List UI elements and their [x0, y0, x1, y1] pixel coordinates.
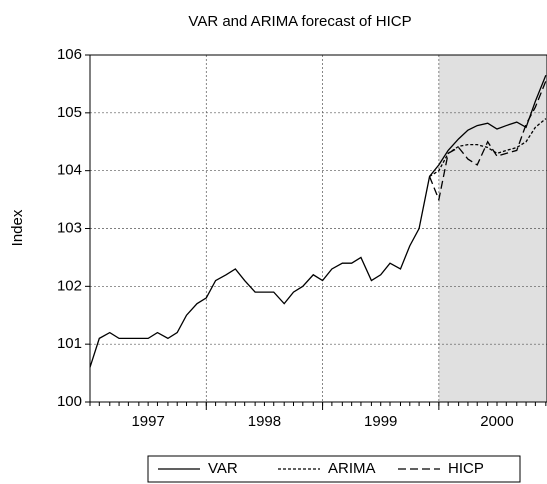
forecast-shade: [438, 55, 547, 402]
legend-label: ARIMA: [328, 460, 376, 477]
plot-frame: [89, 54, 547, 403]
x-tick-label: 1997: [131, 413, 164, 430]
y-tick-label: 104: [57, 162, 82, 179]
y-tick-label: 101: [57, 335, 82, 352]
x-tick-label: 1999: [364, 413, 397, 430]
y-tick-label: 106: [57, 46, 82, 63]
y-tick-label: 102: [57, 277, 82, 294]
y-axis-label: Index: [9, 209, 26, 246]
legend-label: HICP: [448, 460, 484, 477]
series-line: [89, 74, 547, 368]
series-line: [428, 80, 547, 202]
chart-title: VAR and ARIMA forecast of HICP: [188, 13, 411, 30]
x-tick-label: 2000: [480, 413, 513, 430]
y-tick-label: 100: [57, 393, 82, 410]
y-tick-label: 105: [57, 104, 82, 121]
y-tick-label: 103: [57, 219, 82, 236]
legend-label: VAR: [208, 460, 238, 477]
legend-box: [147, 455, 521, 483]
x-tick-label: 1998: [248, 413, 281, 430]
